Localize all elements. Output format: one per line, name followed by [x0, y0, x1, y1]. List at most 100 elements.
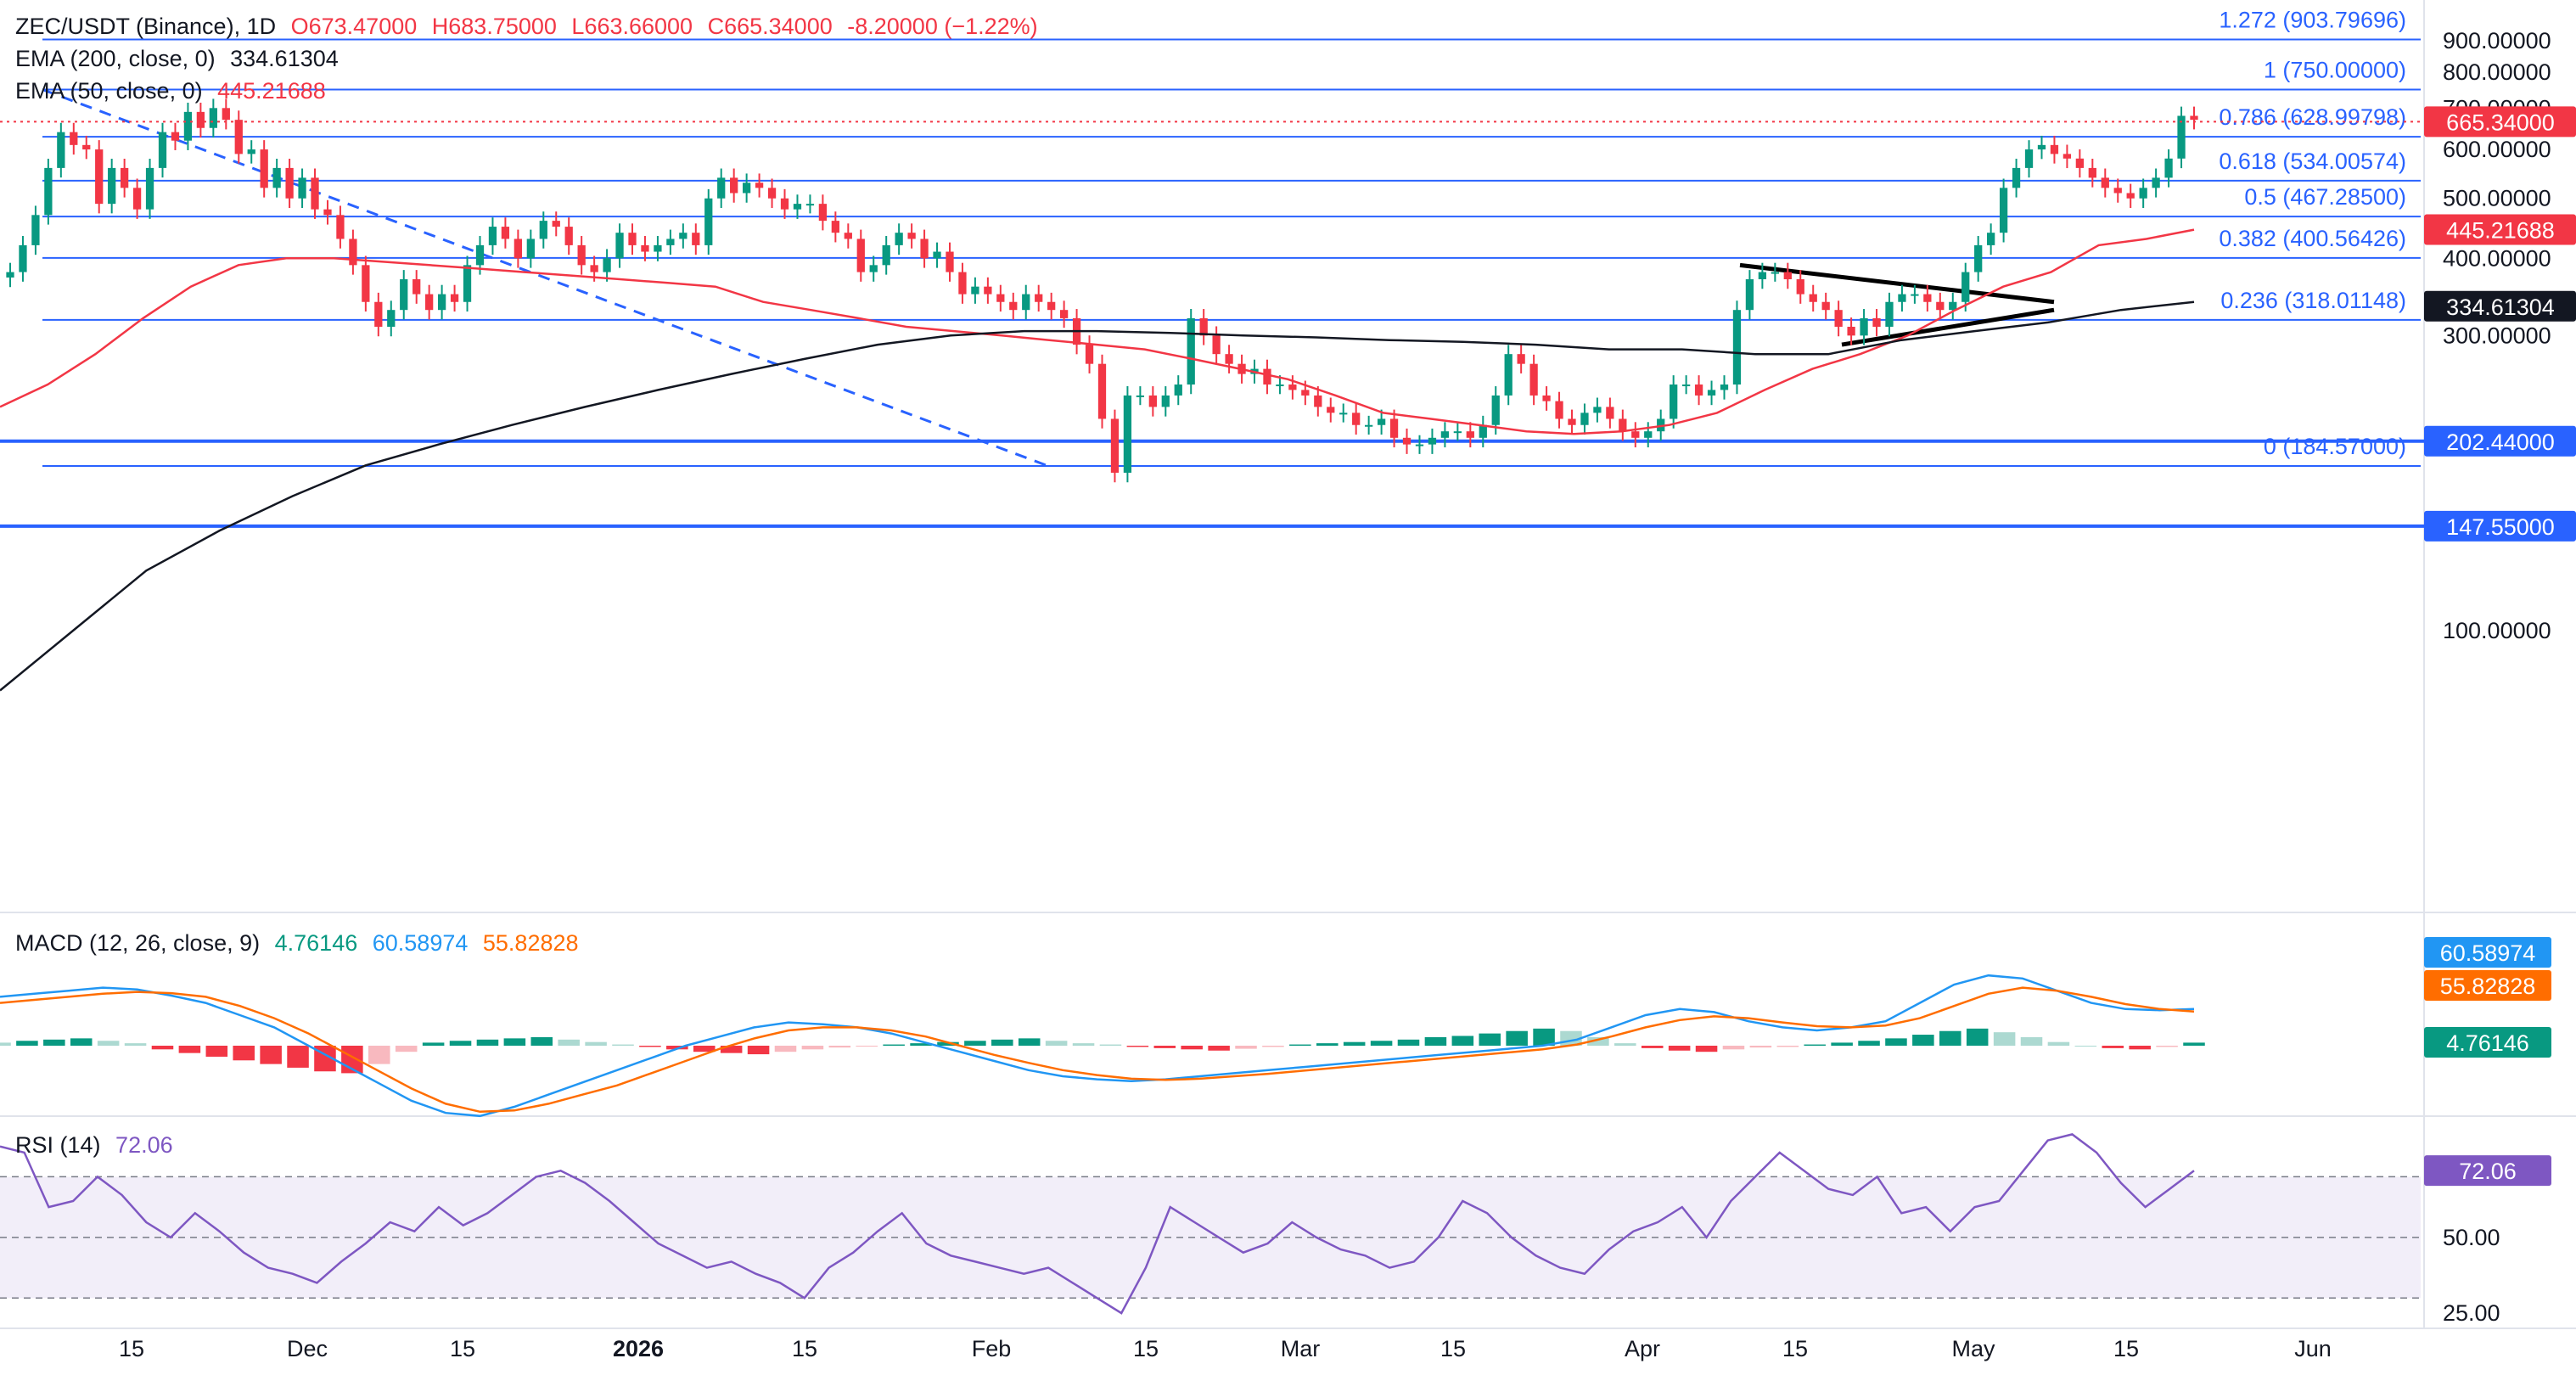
candle-body: [1670, 384, 1678, 419]
candle-body: [1136, 395, 1145, 397]
symbol-title: ZEC/USDT (Binance), 1D: [15, 14, 277, 39]
candle-body: [1619, 418, 1627, 432]
macd-histogram-bar: [1262, 1046, 1284, 1047]
price-label-text: 202.44000: [2446, 429, 2555, 455]
candle-body: [2113, 188, 2122, 194]
candle-body: [2126, 193, 2135, 199]
candle-body: [615, 233, 624, 259]
candle-body: [1694, 384, 1703, 396]
macd-histogram-bar: [1018, 1038, 1041, 1046]
macd-histogram-bar: [43, 1039, 65, 1046]
candle-body: [1110, 418, 1120, 473]
candle-body: [1466, 431, 1474, 438]
time-tick-label: 15: [1440, 1336, 1466, 1361]
candle-body: [1707, 390, 1716, 396]
macd-histogram-bar: [1776, 1046, 1799, 1047]
candle-body: [564, 227, 573, 245]
candle-body: [44, 167, 53, 216]
trendlines[interactable]: [42, 88, 2055, 468]
candle-body: [882, 244, 890, 266]
macd-price-label: 60.58974: [2440, 940, 2536, 966]
candle-body: [437, 294, 446, 311]
candle-body: [336, 215, 345, 239]
candle-body: [1097, 363, 1107, 419]
time-tick-label: 2026: [613, 1336, 664, 1361]
candle-body: [260, 149, 268, 188]
candle-body: [1479, 424, 1487, 438]
macd-histogram-bar: [124, 1043, 147, 1046]
candle-body: [1885, 301, 1894, 327]
candle-body: [856, 239, 865, 272]
candle-body: [374, 301, 383, 327]
macd-histogram-bar: [1072, 1043, 1095, 1046]
candle-body: [1339, 413, 1348, 415]
horizontal-lines[interactable]: [0, 439, 2424, 528]
fib-level-label: 0.786 (628.99798): [2219, 104, 2406, 130]
macd-histogram-bar: [233, 1046, 255, 1061]
candle-body: [743, 182, 751, 194]
candle-body: [1745, 278, 1754, 311]
macd-histogram-bar: [1370, 1041, 1393, 1046]
candle-body: [120, 167, 129, 188]
time-tick-label: 15: [1782, 1336, 1808, 1361]
macd-histogram-bar: [1451, 1036, 1474, 1046]
candle-body: [234, 120, 243, 154]
macd-histogram-bar: [205, 1046, 228, 1057]
ohlc-change: -8.20000 (−1.22%): [847, 14, 1038, 39]
candle-body: [425, 294, 434, 311]
candle-body: [844, 233, 852, 239]
candle-body: [1022, 294, 1030, 311]
ema50-value: 445.21688: [217, 78, 326, 104]
candle-body: [1681, 384, 1691, 387]
macd-histogram-bar: [558, 1039, 580, 1046]
macd-histogram-bar: [2129, 1046, 2151, 1050]
candle-body: [1428, 437, 1437, 445]
candle-body: [1225, 354, 1233, 364]
ema50-label: EMA (50, close, 0): [15, 78, 203, 104]
macd-histogram-bar: [612, 1044, 634, 1046]
macd-histogram-bar: [2074, 1046, 2097, 1047]
ema200-value: 334.61304: [230, 46, 339, 71]
ohlc-close: C665.34000: [707, 14, 833, 39]
candle-body: [1402, 437, 1411, 445]
candle-body: [1059, 310, 1069, 318]
triangle-upper-line: [1739, 262, 2055, 305]
candle-body: [2075, 158, 2085, 168]
hist-price-label: 4.76146: [2446, 1030, 2529, 1056]
time-axis[interactable]: 15 Dec 15 2026 15 Feb 15 Mar 15 Apr 15 May 15 Jun: [119, 1336, 2332, 1361]
candle-body: [1568, 418, 1576, 425]
macd-histogram-bar: [801, 1046, 824, 1050]
time-tick-label: 15: [792, 1336, 817, 1361]
candle-body: [1542, 395, 1551, 401]
candle-body: [907, 233, 916, 239]
candle-body: [158, 132, 167, 168]
macd-histogram-bar: [1343, 1041, 1366, 1046]
signal-price-label-box: [2424, 970, 2551, 1001]
macd-histogram-bar: [1126, 1046, 1149, 1047]
time-tick-label: Dec: [287, 1336, 328, 1361]
candle-body: [1809, 294, 1817, 302]
macd-histogram-bar: [1316, 1043, 1339, 1046]
candle-body: [1936, 301, 1945, 311]
rsi-price-label-box: [2424, 1155, 2551, 1187]
candle-body: [1821, 301, 1830, 311]
macd-histogram-bar: [449, 1041, 472, 1046]
candle-body: [933, 251, 941, 259]
candle-body: [1796, 278, 1804, 295]
fibonacci-retracement[interactable]: 1.272 (903.79696) 1 (750.00000) 0.786 (628…: [42, 7, 2421, 468]
candle-body: [755, 182, 764, 188]
signal-line: [0, 986, 2195, 1114]
macd-histogram-bar: [1993, 1032, 2016, 1046]
fib-level-label: 1 (750.00000): [2264, 57, 2406, 82]
macd-histogram-bar: [1587, 1036, 1609, 1046]
macd-histogram-bar: [937, 1041, 959, 1046]
macd-histogram-bar: [1749, 1046, 1772, 1048]
ohlc-low: L663.66000: [571, 14, 693, 39]
candle-body: [1987, 233, 1995, 245]
price-tick-label: 400.00000: [2443, 245, 2551, 271]
candle-body: [1872, 317, 1881, 327]
macd-signal-value: 55.82828: [482, 930, 579, 956]
candle-body: [2164, 158, 2173, 178]
macd-histogram-bar: [666, 1046, 688, 1050]
